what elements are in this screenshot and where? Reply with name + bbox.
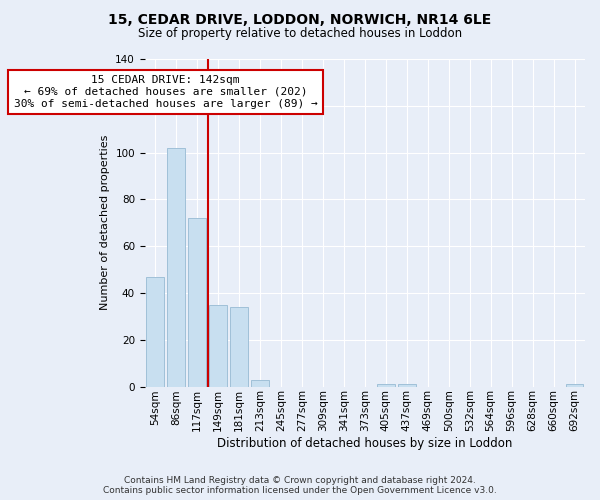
Text: Contains HM Land Registry data © Crown copyright and database right 2024.
Contai: Contains HM Land Registry data © Crown c… <box>103 476 497 495</box>
X-axis label: Distribution of detached houses by size in Loddon: Distribution of detached houses by size … <box>217 437 512 450</box>
Y-axis label: Number of detached properties: Number of detached properties <box>100 135 110 310</box>
Bar <box>398 384 416 386</box>
Bar <box>566 384 583 386</box>
Text: 15 CEDAR DRIVE: 142sqm
← 69% of detached houses are smaller (202)
30% of semi-de: 15 CEDAR DRIVE: 142sqm ← 69% of detached… <box>14 76 317 108</box>
Bar <box>146 276 164 386</box>
Bar <box>377 384 395 386</box>
Bar <box>167 148 185 386</box>
Bar <box>251 380 269 386</box>
Bar <box>209 304 227 386</box>
Bar <box>188 218 206 386</box>
Bar <box>230 307 248 386</box>
Text: Size of property relative to detached houses in Loddon: Size of property relative to detached ho… <box>138 28 462 40</box>
Text: 15, CEDAR DRIVE, LODDON, NORWICH, NR14 6LE: 15, CEDAR DRIVE, LODDON, NORWICH, NR14 6… <box>109 12 491 26</box>
